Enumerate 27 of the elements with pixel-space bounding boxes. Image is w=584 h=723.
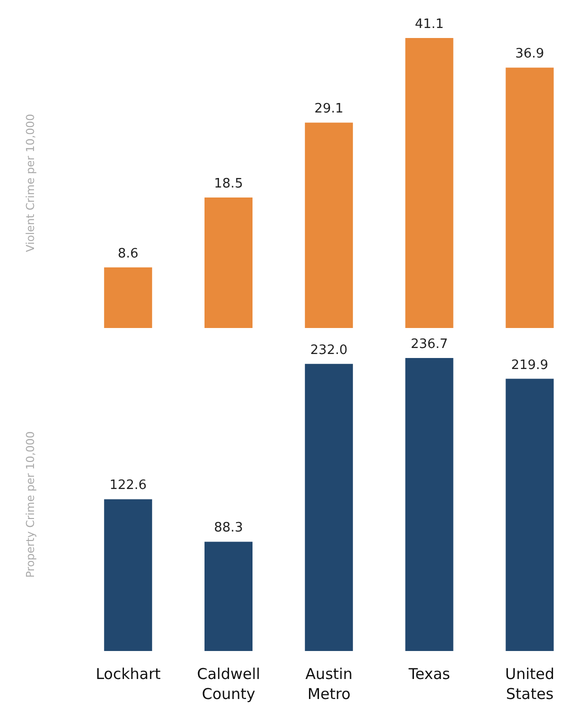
bar (506, 378, 554, 651)
data-label: 122.6 (109, 478, 147, 494)
bar (104, 499, 152, 651)
bar (204, 197, 253, 328)
data-label: 236.7 (410, 337, 448, 352)
data-label: 36.9 (515, 46, 544, 62)
y-axis-title: Property Crime per 10,000 (24, 431, 37, 578)
x-tick-label: Caldwell County (197, 665, 260, 703)
x-tick-label: Lockhart (96, 665, 161, 683)
bar (405, 358, 454, 651)
bar (405, 38, 454, 328)
x-tick-label: United States (505, 665, 554, 703)
bar (204, 542, 253, 651)
data-label: 219.9 (511, 358, 548, 373)
bar (104, 267, 152, 328)
x-tick-label: Austin Metro (305, 665, 353, 703)
data-label: 232.0 (310, 342, 348, 358)
data-label: 18.5 (214, 176, 243, 192)
bar (506, 68, 554, 328)
data-label: 29.1 (314, 102, 344, 117)
y-axis-title: Violent Crime per 10,000 (24, 114, 37, 252)
data-label: 8.6 (118, 246, 138, 262)
data-label: 41.1 (414, 17, 444, 32)
data-label: 88.3 (214, 520, 243, 536)
x-tick-label: Texas (408, 665, 450, 683)
bar (304, 122, 353, 328)
bar (304, 364, 353, 651)
